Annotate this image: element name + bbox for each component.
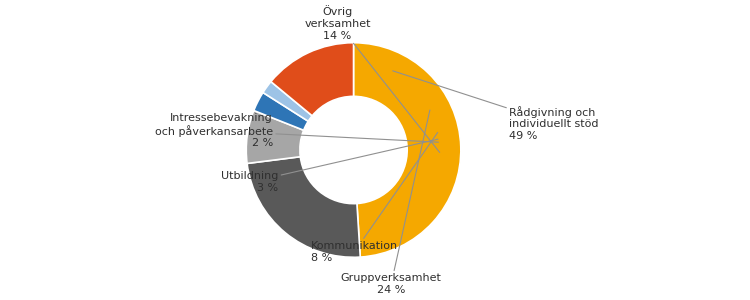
Text: Rådgivning och
individuellt stöd
49 %: Rådgivning och individuellt stöd 49 % [393,71,598,141]
Wedge shape [271,43,353,116]
Wedge shape [353,43,460,257]
Text: Utbildning
3 %: Utbildning 3 % [221,139,438,193]
Text: Kommunikation
8 %: Kommunikation 8 % [310,133,438,263]
Text: Gruppverksamhet
24 %: Gruppverksamhet 24 % [340,110,442,295]
Wedge shape [246,110,304,164]
Wedge shape [247,157,360,257]
Wedge shape [263,82,312,121]
Wedge shape [254,92,308,130]
Text: Övrig
verksamhet
14 %: Övrig verksamhet 14 % [304,5,439,152]
Text: Intressebevakning
och påverkansarbete
2 %: Intressebevakning och påverkansarbete 2 … [155,113,439,148]
